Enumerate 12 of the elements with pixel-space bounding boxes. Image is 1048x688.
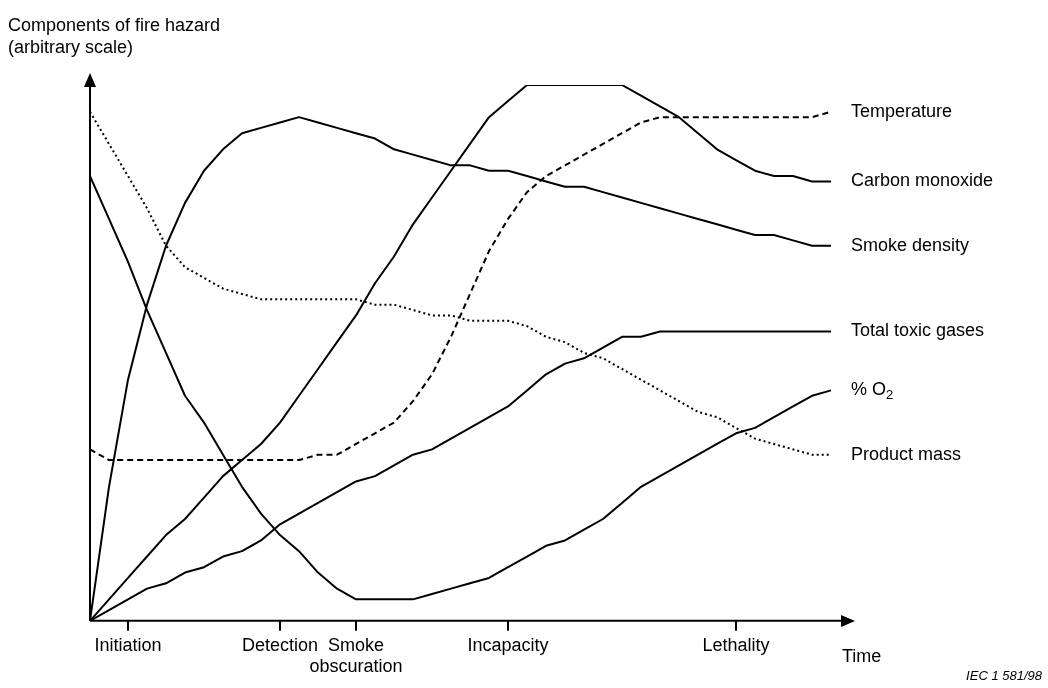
series-label: Temperature xyxy=(851,100,953,121)
series-label: Product mass xyxy=(851,443,962,464)
x-axis-title: Time xyxy=(842,646,882,667)
series-label: Smoke density xyxy=(851,234,970,255)
x-tick-label: Incapacity xyxy=(467,634,549,655)
x-tick-label: Lethality xyxy=(702,634,770,655)
x-tick-label: Initiation xyxy=(94,634,162,655)
y-axis-title: Components of fire hazard (arbitrary scale) xyxy=(8,14,221,58)
text: IEC 1 581/98 xyxy=(966,668,1042,683)
series-label: Total toxic gases xyxy=(851,320,985,341)
series-label: Carbon monoxide xyxy=(851,170,994,191)
x-tick-label: Detection xyxy=(241,634,319,655)
